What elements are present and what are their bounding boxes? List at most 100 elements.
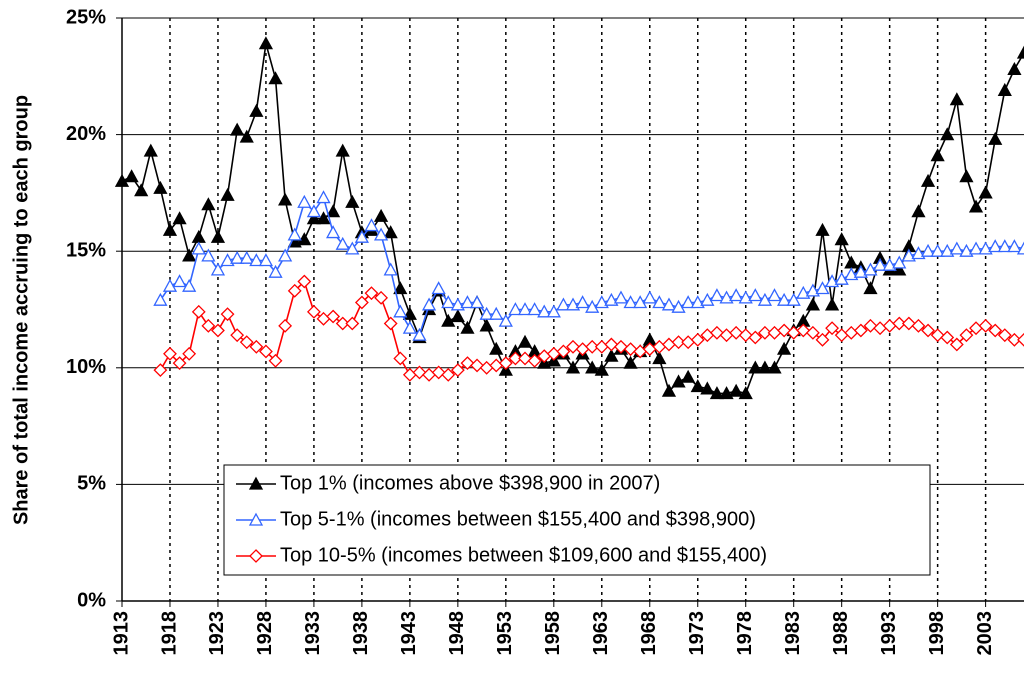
marker: [220, 187, 235, 201]
marker: [383, 262, 398, 276]
marker: [575, 295, 590, 309]
marker: [182, 278, 197, 292]
marker: [719, 386, 734, 400]
marker: [767, 360, 782, 374]
marker: [671, 374, 686, 388]
marker: [143, 143, 158, 157]
marker: [1017, 332, 1024, 347]
x-tick-label: 1988: [830, 611, 852, 656]
marker: [738, 328, 753, 343]
marker: [575, 342, 590, 357]
marker: [911, 246, 926, 260]
marker: [172, 356, 187, 371]
marker: [988, 239, 1003, 253]
x-tick-label: 1938: [350, 611, 372, 656]
marker: [450, 363, 465, 378]
marker: [873, 321, 887, 336]
marker: [431, 365, 446, 380]
marker: [853, 264, 868, 278]
marker: [518, 351, 532, 366]
marker: [287, 283, 302, 298]
marker: [940, 127, 955, 141]
marker: [316, 211, 331, 225]
marker: [681, 335, 696, 350]
x-tick-label: 1993: [878, 611, 900, 656]
marker: [1016, 45, 1024, 59]
marker: [210, 262, 226, 276]
marker: [124, 169, 139, 183]
marker: [652, 295, 667, 309]
marker: [940, 330, 955, 345]
marker: [460, 295, 475, 309]
marker: [920, 173, 936, 187]
marker: [326, 309, 341, 324]
marker: [239, 250, 254, 264]
marker: [940, 243, 955, 257]
marker: [729, 288, 744, 302]
marker: [604, 337, 619, 352]
marker: [220, 307, 235, 322]
marker: [278, 318, 293, 333]
marker: [335, 143, 350, 157]
marker: [700, 381, 715, 395]
marker: [863, 281, 878, 295]
marker: [968, 199, 984, 213]
x-tick-label: 1968: [638, 611, 660, 656]
marker: [786, 292, 801, 306]
marker: [268, 264, 283, 278]
marker: [997, 328, 1012, 343]
marker: [517, 302, 533, 316]
marker: [191, 241, 206, 255]
marker: [729, 383, 744, 397]
marker: [690, 295, 705, 309]
marker: [614, 339, 628, 354]
marker: [901, 316, 916, 331]
marker: [345, 316, 360, 331]
marker: [479, 360, 494, 375]
marker: [738, 386, 753, 400]
marker: [805, 297, 820, 311]
legend-label: Top 5-1% (incomes between $155,400 and $…: [280, 508, 756, 530]
marker: [710, 325, 724, 340]
marker: [882, 257, 897, 271]
legend-box: [223, 464, 931, 576]
marker: [354, 229, 369, 243]
marker: [1007, 332, 1022, 347]
marker: [258, 36, 274, 50]
marker: [892, 262, 907, 276]
marker: [326, 225, 341, 239]
marker: [594, 362, 609, 376]
marker: [326, 204, 341, 218]
marker: [364, 218, 379, 232]
marker: [805, 325, 820, 340]
marker: [546, 304, 561, 318]
marker: [306, 304, 321, 319]
marker: [892, 316, 907, 331]
marker: [930, 328, 945, 343]
marker: [748, 330, 763, 345]
marker: [949, 92, 964, 106]
marker: [248, 512, 264, 526]
marker: [460, 356, 475, 371]
marker: [182, 248, 197, 262]
marker: [508, 351, 523, 366]
marker: [383, 316, 398, 331]
marker: [153, 292, 168, 306]
marker: [777, 341, 792, 355]
x-tick-label: 1933: [302, 611, 324, 656]
marker: [757, 292, 773, 306]
marker: [297, 274, 312, 289]
x-tick-label: 1943: [398, 611, 420, 656]
marker: [930, 148, 945, 162]
marker: [661, 297, 677, 311]
marker: [230, 250, 245, 264]
marker: [393, 351, 408, 366]
marker: [306, 211, 322, 225]
marker: [863, 262, 878, 276]
marker: [306, 204, 322, 218]
marker: [422, 367, 436, 382]
marker: [402, 306, 417, 320]
y-axis-label: Share of total income accruing to each g…: [10, 95, 32, 525]
marker: [585, 360, 600, 374]
marker: [824, 297, 840, 311]
